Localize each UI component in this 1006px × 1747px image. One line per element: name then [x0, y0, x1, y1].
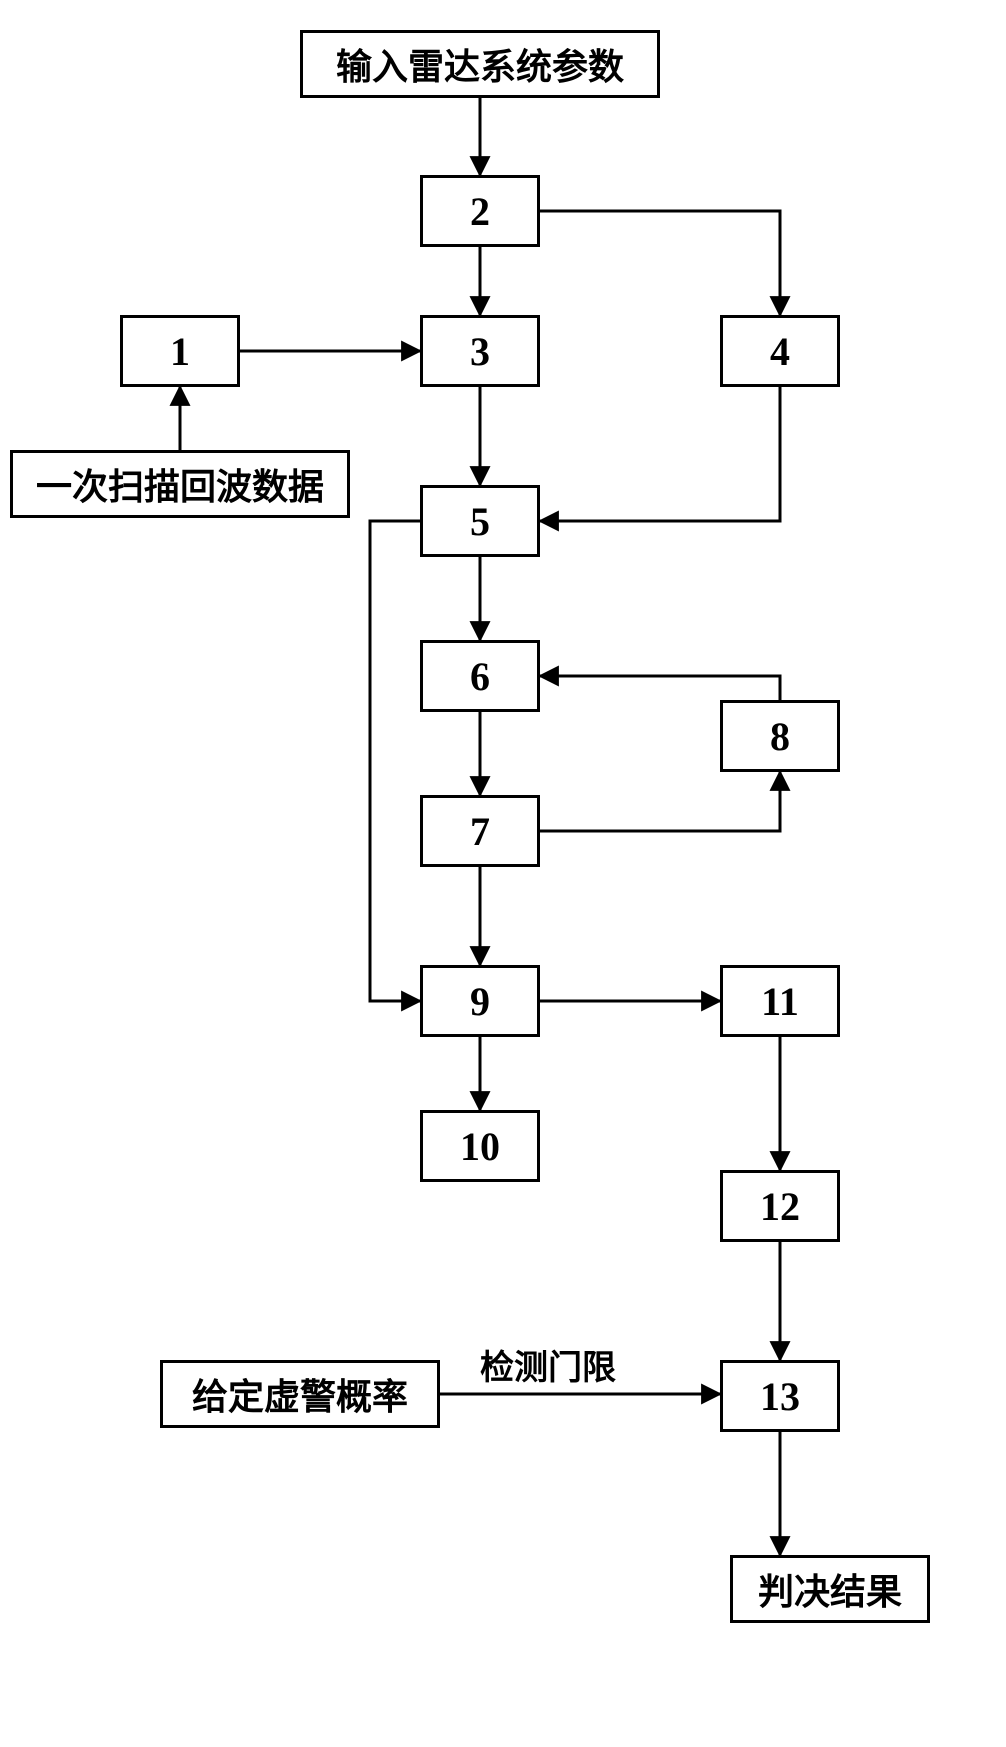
node-label: 11 [761, 978, 799, 1025]
edge-n8-n6 [540, 676, 780, 700]
node-label: 13 [760, 1373, 800, 1420]
edge-label-text: 检测门限 [480, 1350, 616, 1387]
node-9: 9 [420, 965, 540, 1037]
node-2: 2 [420, 175, 540, 247]
edge-n5-n9 [370, 521, 420, 1001]
node-6: 6 [420, 640, 540, 712]
node-8: 8 [720, 700, 840, 772]
node-label: 1 [170, 328, 190, 375]
node-10: 10 [420, 1110, 540, 1182]
edges-layer [0, 0, 1006, 1747]
node-scan-data: 一次扫描回波数据 [10, 450, 350, 518]
node-label: 4 [770, 328, 790, 375]
node-false-alarm: 给定虚警概率 [160, 1360, 440, 1428]
node-label: 12 [760, 1183, 800, 1230]
node-input-params: 输入雷达系统参数 [300, 30, 660, 98]
node-label: 一次扫描回波数据 [36, 458, 324, 510]
node-label: 给定虚警概率 [192, 1368, 408, 1420]
node-4: 4 [720, 315, 840, 387]
node-12: 12 [720, 1170, 840, 1242]
node-label: 5 [470, 498, 490, 545]
node-label: 3 [470, 328, 490, 375]
node-label: 8 [770, 713, 790, 760]
node-label: 6 [470, 653, 490, 700]
node-label: 2 [470, 188, 490, 235]
node-label: 输入雷达系统参数 [336, 38, 624, 90]
node-3: 3 [420, 315, 540, 387]
node-label: 10 [460, 1123, 500, 1170]
node-label: 7 [470, 808, 490, 855]
node-result: 判决结果 [730, 1555, 930, 1623]
node-11: 11 [720, 965, 840, 1037]
edge-n7-n8 [540, 772, 780, 831]
node-5: 5 [420, 485, 540, 557]
edge-n4-n5 [540, 387, 780, 521]
edge-n2-n4 [540, 211, 780, 315]
edge-label-threshold: 检测门限 [480, 1340, 616, 1389]
node-label: 9 [470, 978, 490, 1025]
node-7: 7 [420, 795, 540, 867]
node-13: 13 [720, 1360, 840, 1432]
node-1: 1 [120, 315, 240, 387]
node-label: 判决结果 [758, 1563, 902, 1615]
